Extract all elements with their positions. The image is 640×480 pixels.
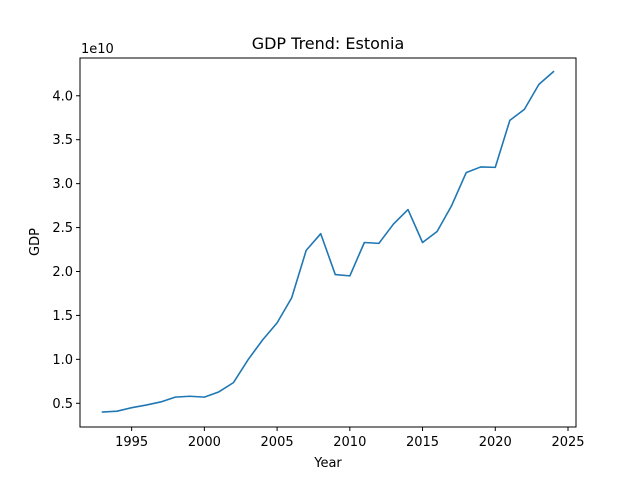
plot-area: 1995 2000 2005 2010 2015 2020 2025 0.5 1.0 1.5 2.0…: [52, 57, 585, 450]
data-point-2017: [451, 205, 453, 207]
y-tick-label-3.0: 3.0: [52, 177, 73, 192]
y-tick-label-0.5: 0.5: [52, 397, 73, 412]
x-tick-label-2005: 2005: [261, 435, 294, 450]
data-point-2003: [247, 359, 249, 361]
data-point-2019: [480, 166, 482, 168]
data-point-2013: [393, 223, 395, 225]
y-tick-label-4.0: 4.0: [52, 89, 73, 104]
data-point-2018: [465, 172, 467, 174]
data-point-1996: [145, 404, 147, 406]
data-point-2005: [276, 322, 278, 324]
data-point-2008: [320, 233, 322, 235]
x-tick-label-2015: 2015: [406, 435, 439, 450]
data-point-2023: [538, 84, 540, 86]
y-axis-label: GDP: [28, 228, 43, 256]
data-point-2022: [524, 109, 526, 111]
data-point-2020: [494, 167, 496, 169]
y-tick-label-1.0: 1.0: [52, 353, 73, 368]
data-point-2014: [407, 209, 409, 211]
data-point-2001: [218, 391, 220, 393]
y-tick-label-1.5: 1.5: [52, 309, 73, 324]
data-point-1998: [174, 396, 176, 398]
x-tick-label-2020: 2020: [479, 435, 512, 450]
chart-title: GDP Trend: Estonia: [252, 34, 405, 53]
data-point-2016: [436, 231, 438, 233]
data-point-2021: [509, 120, 511, 122]
data-point-2009: [334, 274, 336, 276]
y-tick-label-2.5: 2.5: [52, 221, 73, 236]
x-tick-label-1995: 1995: [115, 435, 148, 450]
data-point-1995: [131, 407, 133, 409]
data-point-1997: [160, 401, 162, 403]
data-point-2000: [204, 396, 206, 398]
data-point-1999: [189, 395, 191, 397]
x-tick-label-2025: 2025: [551, 435, 584, 450]
data-point-1994: [116, 410, 118, 412]
data-point-2007: [305, 250, 307, 252]
data-point-2010: [349, 275, 351, 277]
data-point-2024: [553, 71, 555, 73]
axes-frame: [79, 57, 577, 428]
y-tick-label-2.0: 2.0: [52, 265, 73, 280]
y-tick-label-3.5: 3.5: [52, 133, 73, 148]
x-tick-label-2000: 2000: [188, 435, 221, 450]
x-axis-label: Year: [313, 456, 342, 471]
data-point-2002: [233, 382, 235, 384]
data-point-2004: [262, 339, 264, 341]
series-line-estonia: [101, 70, 555, 413]
data-point-1993: [102, 411, 104, 413]
y-offset-text: 1e10: [81, 42, 114, 57]
data-point-2011: [364, 242, 366, 244]
data-point-2006: [291, 297, 293, 299]
x-tick-label-2010: 2010: [333, 435, 366, 450]
data-point-2012: [378, 243, 380, 245]
data-point-2015: [422, 242, 424, 244]
